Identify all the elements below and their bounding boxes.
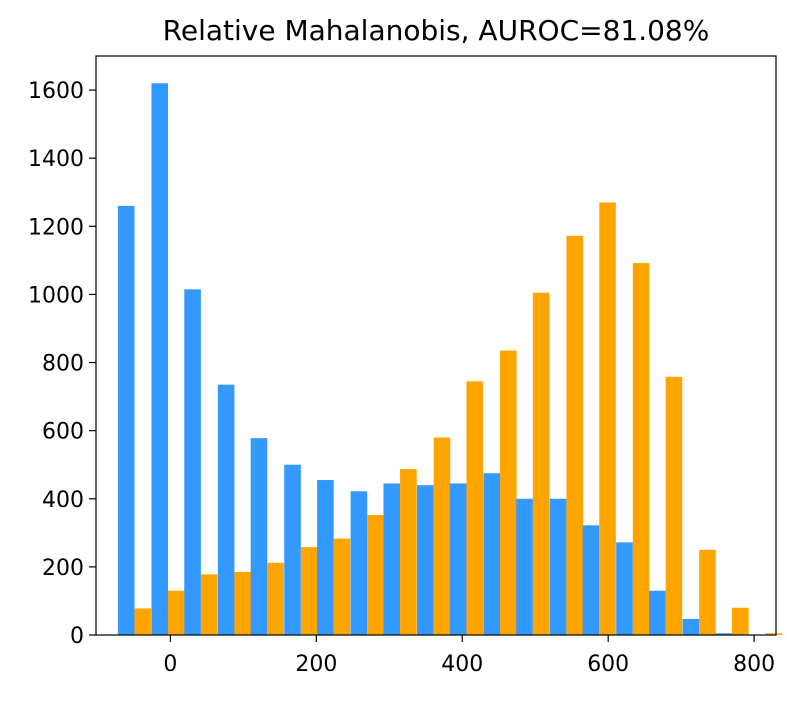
bar-series2-bin18: [732, 607, 749, 635]
bar-series1-bin5: [284, 464, 301, 635]
bar-series1-bin15: [616, 542, 633, 635]
y-tick-label-1200: 1200: [28, 215, 84, 240]
bar-series1-bin17: [682, 618, 700, 635]
bar-series2-bin15: [632, 263, 650, 635]
y-tick-label-800: 800: [42, 352, 84, 377]
bar-series1-bin3: [217, 384, 235, 635]
bar-series1-bin9: [417, 485, 434, 635]
plot-frame: [95, 55, 777, 636]
bar-series1-bin10: [449, 483, 467, 635]
bar-series1-bin4: [250, 438, 268, 635]
y-tick-label-600: 600: [42, 420, 84, 445]
bar-series2-bin19: [765, 633, 783, 635]
bar-series1-bin18: [715, 633, 733, 635]
y-tick-label-1400: 1400: [28, 147, 84, 172]
bar-series1-bin7: [350, 491, 368, 635]
bar-series1-bin16: [649, 590, 666, 635]
x-tick-label-600: 600: [587, 652, 629, 677]
bar-series2-bin16: [665, 376, 683, 635]
x-tick-label-0: 0: [163, 652, 177, 677]
bar-series2-bin2: [200, 574, 218, 635]
x-tick-label-200: 200: [295, 652, 337, 677]
bar-series2-bin6: [333, 538, 351, 635]
bar-series2-bin7: [367, 515, 384, 635]
bar-series2-bin13: [566, 235, 584, 636]
y-tick-label-1600: 1600: [28, 79, 84, 104]
bar-series2-bin11: [500, 350, 517, 635]
bar-series1-bin2: [184, 289, 201, 635]
bar-series1-bin1: [151, 83, 169, 635]
bar-series1-bin14: [582, 525, 600, 635]
bar-series2-bin8: [400, 469, 417, 635]
x-tick-label-400: 400: [441, 652, 483, 677]
y-tick-label-200: 200: [42, 556, 84, 581]
bar-series2-bin10: [466, 381, 484, 635]
bar-series1-bin12: [516, 498, 533, 635]
y-tick-label-400: 400: [42, 488, 84, 513]
x-tick-label-800: 800: [733, 652, 775, 677]
y-tick-label-0: 0: [70, 624, 84, 649]
y-tick-label-1000: 1000: [28, 283, 84, 308]
bar-series1-bin0: [117, 205, 135, 635]
bar-series2-bin12: [532, 292, 550, 635]
bar-series2-bin4: [267, 562, 284, 635]
bar-series1-bin8: [383, 483, 401, 635]
bar-series1-bin13: [549, 498, 567, 635]
bar-series2-bin14: [599, 202, 616, 635]
bar-series2-bin0: [134, 608, 152, 635]
bar-series2-bin9: [433, 437, 451, 635]
bar-series2-bin17: [699, 549, 716, 635]
bar-series1-bin11: [483, 473, 501, 635]
bar-series2-bin1: [168, 590, 185, 635]
chart-title: Relative Mahalanobis, AUROC=81.08%: [162, 14, 710, 47]
bar-series1-bin6: [317, 480, 334, 635]
bar-series2-bin5: [300, 547, 318, 635]
bar-series2-bin3: [234, 571, 252, 635]
